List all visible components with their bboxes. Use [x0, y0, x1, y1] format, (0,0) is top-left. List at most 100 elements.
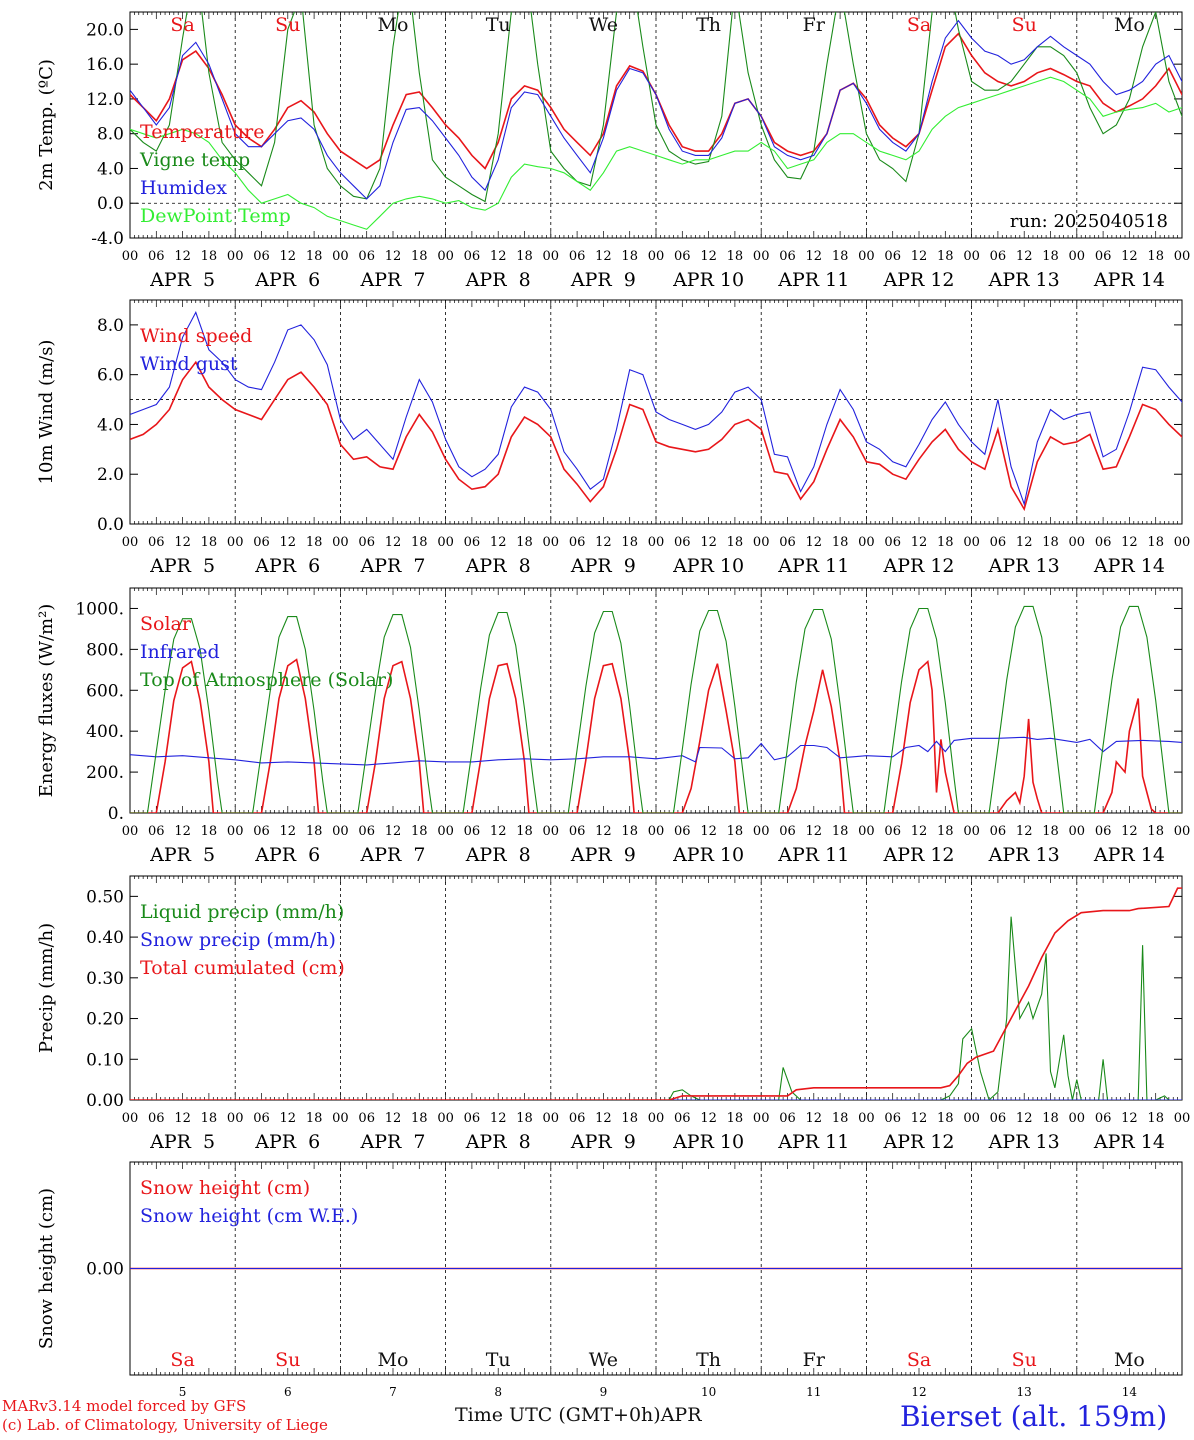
hour-tick-label: 12	[1121, 535, 1138, 550]
hour-tick-label: 00	[543, 824, 560, 839]
y-tick-label: 4.0	[97, 415, 124, 435]
hour-tick-label: 12	[174, 249, 191, 264]
hour-tick-label: 18	[621, 535, 638, 550]
hour-tick-label: 12	[911, 249, 928, 264]
hour-tick-label: 12	[806, 1111, 823, 1126]
hour-tick-label: 00	[332, 249, 349, 264]
day-number-label: 5	[179, 1385, 187, 1399]
hour-tick-label: 12	[1121, 1111, 1138, 1126]
hour-tick-label: 06	[358, 249, 375, 264]
panel-2: 0.0 2.0 4.0 6.0 8.0 10m Wind (m/s) Wind speed W…	[36, 299, 1190, 577]
hour-tick-label: 06	[253, 1111, 270, 1126]
day-name-label: Su	[1012, 1349, 1037, 1371]
hour-tick-label: 18	[516, 1111, 533, 1126]
hour-tick-label: 18	[1147, 1111, 1164, 1126]
date-label: APR 8	[465, 269, 531, 291]
date-label: APR 9	[570, 844, 636, 866]
hour-tick-label: 06	[148, 249, 165, 264]
hour-tick-label: 06	[884, 535, 901, 550]
run-label: run: 2025040518	[1010, 211, 1168, 232]
hour-tick-label: 06	[779, 824, 796, 839]
hour-tick-label: 06	[1095, 249, 1112, 264]
date-label: APR 13	[988, 844, 1060, 866]
y-tick-label: 0.10	[86, 1050, 124, 1070]
hour-tick-label: 06	[674, 824, 691, 839]
hour-tick-label: 12	[1121, 249, 1138, 264]
hour-tick-label: 18	[201, 249, 218, 264]
series-line-liquid-precip-mm-h-	[130, 916, 1182, 1100]
day-name-label: Su	[1012, 14, 1037, 36]
panel-5: 0.00 Snow height (cm) Snow height (cm) Snow…	[36, 1161, 1183, 1399]
day-number-label: 6	[284, 1385, 292, 1399]
day-name-label: We	[589, 1349, 618, 1371]
hour-tick-label: 12	[1016, 1111, 1033, 1126]
hour-tick-label: 18	[1147, 249, 1164, 264]
hour-tick-label: 18	[306, 535, 323, 550]
hour-tick-label: 00	[753, 249, 770, 264]
hour-tick-label: 18	[201, 535, 218, 550]
hour-tick-label: 00	[1174, 249, 1191, 264]
hour-tick-label: 18	[937, 535, 954, 550]
date-label: APR 11	[777, 844, 849, 866]
legend-entry: Humidex	[140, 177, 227, 199]
hour-tick-label: 18	[832, 535, 849, 550]
hour-tick-label: 18	[621, 824, 638, 839]
y-tick-label: 0.20	[86, 1010, 124, 1030]
day-name-label: Tu	[486, 1349, 511, 1371]
y-tick-label: 0.30	[86, 969, 124, 989]
date-label: APR 7	[360, 269, 426, 291]
date-label: APR 11	[777, 555, 849, 577]
hour-tick-label: 06	[253, 824, 270, 839]
hour-tick-label: 06	[148, 535, 165, 550]
hour-tick-label: 12	[595, 1111, 612, 1126]
y-axis-title: Snow height (cm)	[36, 1188, 57, 1349]
hour-tick-label: 12	[700, 535, 717, 550]
panel-3: 0. 200. 400. 600. 800. 1000. Energy fluxes (W/…	[36, 587, 1190, 866]
day-name-label: Fr	[803, 1349, 826, 1371]
legend-entry: Vigne temp	[139, 149, 250, 171]
hour-tick-label: 18	[411, 1111, 428, 1126]
hour-tick-label: 00	[543, 535, 560, 550]
date-label: APR 8	[465, 1131, 531, 1153]
hour-tick-label: 00	[332, 1111, 349, 1126]
hour-tick-label: 18	[201, 824, 218, 839]
date-label: APR 12	[882, 1131, 954, 1153]
hour-tick-label: 06	[358, 1111, 375, 1126]
day-name-label: Mo	[1114, 1349, 1145, 1371]
hour-tick-label: 00	[122, 535, 139, 550]
hour-tick-label: 00	[1069, 249, 1086, 264]
hour-tick-label: 00	[1069, 535, 1086, 550]
series-line-vigne-temp	[130, 12, 1182, 203]
hour-tick-label: 06	[464, 824, 481, 839]
day-name-label: Su	[275, 1349, 300, 1371]
hour-tick-label: 06	[464, 249, 481, 264]
hour-tick-label: 12	[911, 535, 928, 550]
hour-tick-label: 12	[1121, 824, 1138, 839]
y-tick-label: 4.0	[97, 159, 124, 179]
x-axis-month: APR	[660, 1404, 702, 1426]
hour-tick-label: 00	[858, 824, 875, 839]
y-tick-label: 600.	[86, 681, 124, 701]
y-tick-label: 800.	[86, 640, 124, 660]
legend-entry: Infrared	[140, 641, 220, 663]
hour-tick-label: 00	[648, 824, 665, 839]
y-tick-label: 16.0	[86, 55, 124, 75]
date-label: APR 5	[149, 844, 215, 866]
hour-tick-label: 06	[1095, 535, 1112, 550]
hour-tick-label: 00	[543, 249, 560, 264]
hour-tick-label: 12	[911, 824, 928, 839]
hour-tick-label: 06	[1095, 1111, 1112, 1126]
hour-tick-label: 18	[1042, 535, 1059, 550]
date-label: APR 12	[882, 555, 954, 577]
hour-tick-label: 18	[411, 535, 428, 550]
hour-tick-label: 00	[648, 249, 665, 264]
hour-tick-label: 00	[753, 1111, 770, 1126]
hour-tick-label: 12	[280, 535, 297, 550]
hour-tick-label: 00	[227, 249, 244, 264]
date-label: APR 12	[882, 844, 954, 866]
date-label: APR 14	[1093, 269, 1165, 291]
x-axis-title-text: Time UTC (GMT+0h)	[455, 1404, 661, 1426]
hour-tick-label: 18	[516, 535, 533, 550]
legend-entry: Temperature	[140, 121, 264, 143]
date-label: APR 6	[254, 555, 320, 577]
